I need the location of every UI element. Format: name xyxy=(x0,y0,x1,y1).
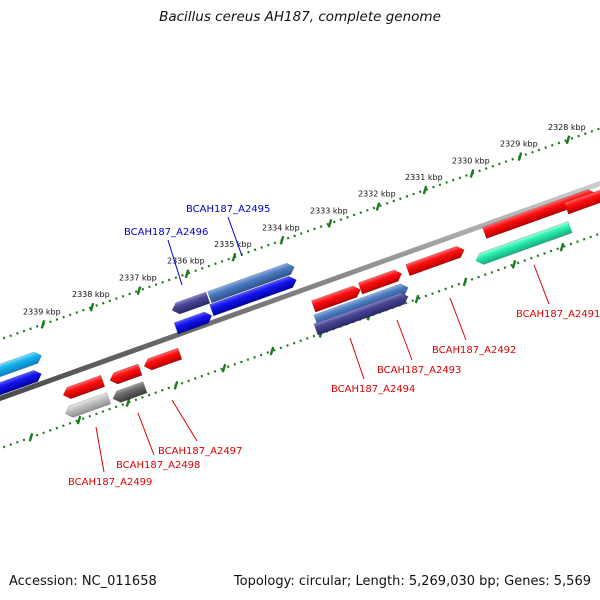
gene-label: BCAH187_A2493 xyxy=(377,365,461,376)
gene-arrow xyxy=(64,392,112,418)
major-tick xyxy=(184,269,190,279)
major-tick xyxy=(136,286,142,295)
gene-label: BCAH187_A2495 xyxy=(186,204,270,215)
scale-tick-label: 2331 kbp xyxy=(405,173,443,182)
major-tick xyxy=(279,235,285,245)
gene-arrow xyxy=(171,291,211,315)
scale-tick-label: 2335 kbp xyxy=(214,240,252,249)
gene-arrow xyxy=(311,285,361,313)
inner-major-tick xyxy=(76,415,82,425)
gene-leader-line xyxy=(167,239,183,286)
gene-leader-line xyxy=(227,216,243,257)
gene-arrow xyxy=(62,374,106,400)
genome-backbone xyxy=(0,180,600,402)
gene-label: BCAH187_A2499 xyxy=(68,477,152,488)
inner-major-tick xyxy=(511,260,517,269)
major-tick xyxy=(89,302,95,312)
gene-arrow xyxy=(313,292,409,336)
inner-major-tick xyxy=(125,398,131,407)
gene-leader-line xyxy=(396,319,413,361)
gene-label: BCAH187_A2491 xyxy=(516,309,600,320)
scale-tick-label: 2332 kbp xyxy=(358,190,396,199)
gene-arrow xyxy=(207,262,295,304)
gene-leader-line xyxy=(349,337,365,380)
inner-major-tick xyxy=(414,294,420,304)
major-tick xyxy=(422,185,428,195)
scale-tick-label: 2339 kbp xyxy=(23,307,61,316)
inner-major-tick xyxy=(462,277,468,287)
outer-tick-track xyxy=(0,127,600,341)
inner-major-tick xyxy=(269,346,275,356)
gene-arrow xyxy=(357,269,403,295)
scale-tick-label: 2333 kbp xyxy=(310,206,348,215)
inner-tick-track xyxy=(0,232,600,450)
gene-arrow xyxy=(112,381,148,403)
gene-labels: BCAH187_A2491 BCAH187_A2492 BCAH187_A2493 B… xyxy=(68,204,600,488)
gene-label: BCAH187_A2497 xyxy=(158,446,242,457)
gene-label: BCAH187_A2496 xyxy=(124,227,208,238)
inner-major-tick xyxy=(28,432,34,442)
gene-arrow xyxy=(173,311,213,335)
gene-leader-line xyxy=(95,426,105,473)
scale-tick-label: 2330 kbp xyxy=(452,157,490,166)
scale-tick-label: 2337 kbp xyxy=(119,274,157,283)
gene-arrow xyxy=(0,351,42,379)
gene-arrow xyxy=(109,363,143,385)
major-tick xyxy=(565,135,571,145)
gene-leader-line xyxy=(137,412,155,456)
scale-tick-label: 2334 kbp xyxy=(262,223,300,232)
gene-features xyxy=(0,187,600,418)
inner-major-tick xyxy=(559,242,565,252)
accession-text: Accession: NC_011658 xyxy=(9,574,157,589)
scale-tick-label: 2329 kbp xyxy=(500,140,538,149)
gene-arrow xyxy=(475,221,573,265)
gene-arrow xyxy=(0,369,42,399)
major-tick xyxy=(469,169,475,178)
scale-labels: 2328 kbp 2329 kbp 2330 kbp 2331 kbp 2332 kbp… xyxy=(23,123,586,317)
gene-leader-line xyxy=(171,399,198,442)
major-tick xyxy=(375,202,381,211)
genome-summary-text: Topology: circular; Length: 5,269,030 bp… xyxy=(233,574,591,589)
major-tick xyxy=(231,252,237,262)
gene-arrow xyxy=(405,245,465,277)
scale-tick-label: 2338 kbp xyxy=(72,290,110,299)
scale-tick-label: 2328 kbp xyxy=(548,123,586,132)
gene-label: BCAH187_A2498 xyxy=(116,460,200,471)
gene-leader-line xyxy=(449,297,467,341)
gene-arrow xyxy=(482,189,596,239)
gene-arrow xyxy=(564,187,600,215)
gene-leader-line xyxy=(533,264,550,305)
major-tick xyxy=(40,320,46,329)
gene-label: BCAH187_A2494 xyxy=(331,384,415,395)
gene-arrow xyxy=(143,347,183,371)
inner-tick-marks xyxy=(28,242,565,442)
inner-major-tick xyxy=(221,363,227,373)
major-tick xyxy=(517,152,523,161)
scale-tick-label: 2336 kbp xyxy=(167,257,205,266)
gene-arrow xyxy=(209,275,297,317)
major-tick xyxy=(327,219,333,228)
map-title: Bacillus cereus AH187, complete genome xyxy=(159,9,441,25)
gene-label: BCAH187_A2492 xyxy=(432,345,516,356)
inner-major-tick xyxy=(173,381,179,390)
major-tick-marks xyxy=(40,135,571,329)
